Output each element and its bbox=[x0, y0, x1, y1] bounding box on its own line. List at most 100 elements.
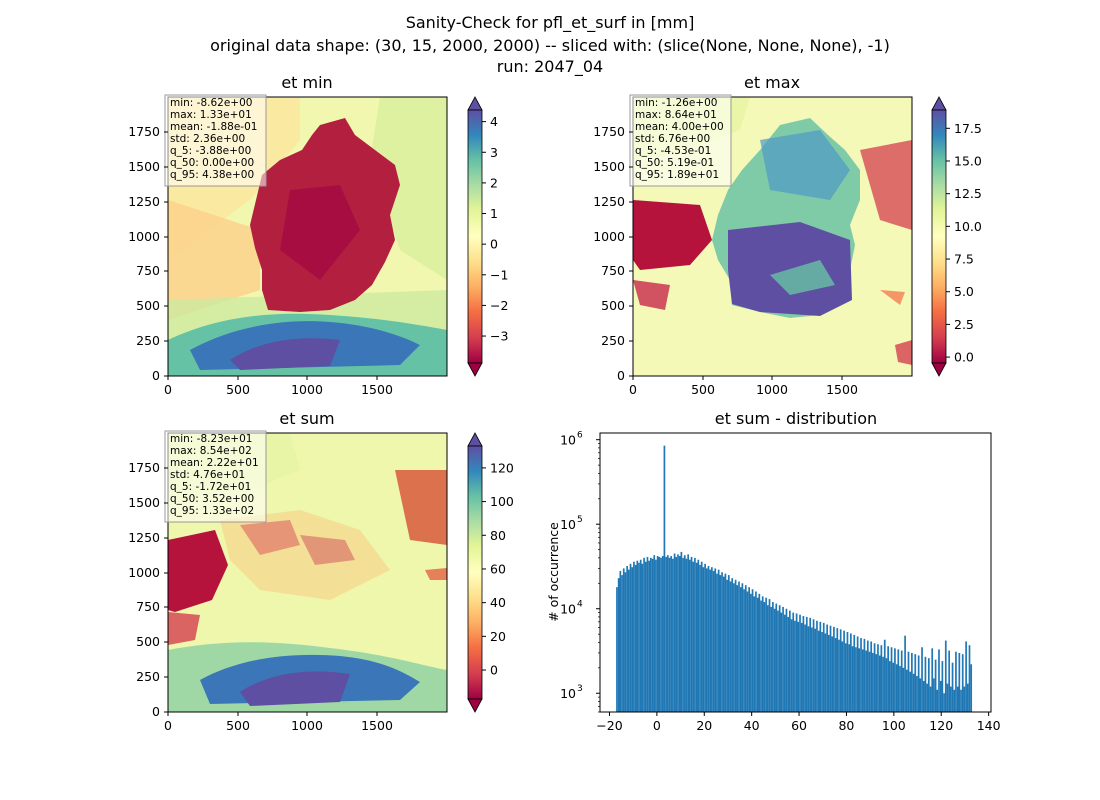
histogram-bar bbox=[811, 627, 813, 712]
colorbar: −3 −2 −1 0 1 2 3 4 bbox=[467, 96, 508, 377]
colorbar-tick-label: 7.5 bbox=[954, 252, 974, 267]
histogram-bar bbox=[787, 616, 789, 712]
histogram-bar bbox=[727, 575, 730, 712]
panel-title: et sum bbox=[279, 409, 334, 428]
histogram-bar bbox=[850, 633, 852, 712]
histogram-bar bbox=[817, 630, 820, 712]
histogram-bar bbox=[799, 614, 801, 712]
histogram-bar bbox=[960, 689, 962, 712]
histogram-bar bbox=[677, 554, 679, 712]
histogram-bar bbox=[700, 561, 703, 712]
histogram-bar bbox=[890, 647, 893, 712]
histogram-bar bbox=[953, 689, 956, 712]
y-tick-label: 10 bbox=[560, 517, 576, 532]
stats-box: min: -8.23e+01 max: 8.54e+02 mean: 2.22e… bbox=[164, 430, 267, 523]
histogram-bar bbox=[836, 628, 839, 712]
histogram-bar bbox=[827, 634, 830, 712]
histogram-bar bbox=[933, 678, 935, 712]
histogram-bar bbox=[775, 603, 778, 712]
histogram-bar bbox=[760, 600, 762, 712]
histogram-bar bbox=[672, 558, 674, 712]
histogram-bar bbox=[763, 602, 766, 712]
histogram-bar bbox=[705, 568, 708, 712]
histogram-bar bbox=[822, 622, 825, 712]
histogram-bar bbox=[619, 570, 622, 712]
histogram-bar bbox=[905, 669, 908, 712]
histogram-bar bbox=[687, 554, 689, 712]
svg-text:500: 500 bbox=[136, 634, 160, 649]
histogram-bar bbox=[733, 583, 735, 712]
histogram-bar bbox=[917, 655, 920, 712]
y-tick-exponent: 5 bbox=[577, 515, 583, 525]
histogram-bar bbox=[843, 630, 845, 712]
histogram-bar bbox=[795, 613, 798, 712]
histogram-bar bbox=[780, 612, 783, 712]
svg-text:q_5: -4.53e-01: q_5: -4.53e-01 bbox=[635, 145, 711, 157]
histogram-bar bbox=[831, 636, 834, 712]
y-axis: 0 250 500 750 1000 1250 1500 1750 bbox=[128, 460, 168, 719]
histogram-bar bbox=[616, 587, 618, 712]
svg-text:1500: 1500 bbox=[826, 382, 858, 397]
histogram-bar bbox=[946, 683, 949, 712]
histogram-bar bbox=[911, 652, 913, 712]
histogram-bar bbox=[866, 640, 869, 712]
histogram-bar bbox=[785, 608, 788, 712]
histogram-bar bbox=[929, 686, 932, 712]
histogram-bar bbox=[900, 650, 903, 712]
histogram-bar bbox=[734, 579, 737, 712]
histogram-bar bbox=[966, 683, 969, 712]
stats-box: min: -1.26e+00 max: 8.64e+01 mean: 4.00e… bbox=[629, 94, 732, 187]
colorbar-tick-label: 17.5 bbox=[954, 121, 982, 136]
svg-text:q_95: 1.89e+01: q_95: 1.89e+01 bbox=[635, 169, 719, 181]
svg-text:1000: 1000 bbox=[128, 229, 160, 244]
histogram-bar bbox=[695, 562, 698, 712]
histogram-bar bbox=[743, 589, 745, 712]
histogram-bar bbox=[802, 616, 805, 712]
colorbar-tick-label: 0.0 bbox=[954, 350, 974, 365]
svg-text:max: 1.33e+01: max: 1.33e+01 bbox=[170, 109, 252, 121]
svg-text:1500: 1500 bbox=[128, 159, 160, 174]
histogram-bar bbox=[788, 610, 791, 712]
histogram-bar bbox=[751, 589, 754, 712]
svg-text:q_5: -1.72e+01: q_5: -1.72e+01 bbox=[170, 481, 251, 493]
histogram-bar bbox=[719, 575, 722, 712]
histogram-bar bbox=[922, 680, 925, 712]
histogram-bar bbox=[704, 563, 706, 712]
histogram-bar bbox=[943, 693, 945, 712]
svg-text:std: 6.76e+00: std: 6.76e+00 bbox=[635, 133, 710, 145]
histogram-bar bbox=[939, 680, 942, 712]
colorbar-tick-label: 3 bbox=[490, 145, 498, 160]
colorbar-tick-label: 2 bbox=[490, 175, 498, 190]
histogram-bar bbox=[682, 557, 684, 712]
colorbar: 0 20 40 60 80 100 120 bbox=[467, 432, 514, 713]
histogram-bar bbox=[709, 569, 712, 712]
histogram-bar bbox=[950, 686, 952, 712]
svg-text:0: 0 bbox=[152, 704, 160, 719]
histogram-bar bbox=[638, 562, 640, 712]
histogram-bar bbox=[772, 602, 774, 712]
histogram-bar bbox=[899, 666, 901, 712]
x-tick-label: 120 bbox=[929, 718, 953, 733]
histogram-bar bbox=[639, 559, 642, 712]
svg-text:max: 8.54e+02: max: 8.54e+02 bbox=[170, 445, 252, 457]
histogram-bar bbox=[731, 578, 734, 712]
histogram-bar bbox=[690, 556, 693, 712]
histogram-bar bbox=[629, 563, 632, 712]
histogram-bar bbox=[902, 667, 905, 712]
y-axis: 0 250 500 750 1000 1250 1500 1750 bbox=[593, 124, 633, 383]
figure-title-line-2: original data shape: (30, 15, 2000, 2000… bbox=[210, 36, 890, 55]
svg-text:500: 500 bbox=[601, 298, 625, 313]
histogram-bar bbox=[861, 649, 864, 712]
histogram-bar bbox=[794, 620, 796, 712]
histogram-bar bbox=[951, 662, 954, 712]
histogram-bar bbox=[792, 612, 795, 712]
histogram-bar bbox=[855, 647, 857, 712]
colorbar: 0.0 2.5 5.0 7.5 10.0 12.5 15.0 17.5 bbox=[931, 96, 982, 377]
histogram-bar bbox=[907, 651, 910, 712]
histogram-bar bbox=[816, 620, 818, 712]
histogram-bar bbox=[741, 583, 744, 712]
figure-title-line-3: run: 2047_04 bbox=[496, 57, 604, 76]
stats-box: min: -8.62e+00 max: 1.33e+01 mean: -1.88… bbox=[164, 94, 267, 187]
histogram-bar bbox=[863, 638, 866, 712]
svg-text:1000: 1000 bbox=[128, 565, 160, 580]
